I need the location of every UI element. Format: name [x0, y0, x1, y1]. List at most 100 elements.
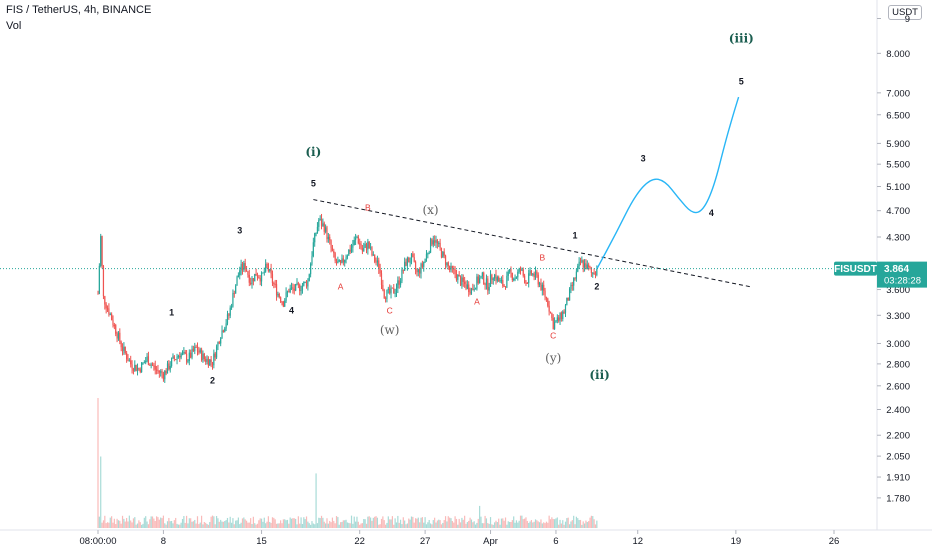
candle-body [509, 269, 511, 272]
volume-bar [126, 517, 128, 528]
volume-bar [470, 519, 473, 528]
volume-bar [564, 521, 567, 528]
candle-body [285, 292, 287, 301]
candle-body [192, 348, 195, 352]
candle-body [173, 356, 175, 360]
volume-bar [301, 523, 304, 528]
volume-bar [424, 517, 426, 528]
volume-bar [380, 518, 383, 528]
candle-body [469, 292, 471, 294]
time-tick-label: 27 [420, 536, 431, 547]
volume-bar [590, 515, 592, 528]
volume-bar [314, 524, 316, 528]
badge-countdown: 03:28:28 [884, 276, 921, 287]
volume-bar [399, 519, 402, 528]
volume-bar [563, 524, 565, 528]
candle-body [410, 253, 413, 262]
candle-body [355, 237, 357, 241]
candle-body [199, 349, 201, 353]
candle-body [447, 262, 449, 267]
volume-bar [284, 519, 286, 528]
volume-bar [320, 515, 323, 528]
candle-body [517, 271, 519, 278]
volume-bar [548, 515, 550, 528]
volume-bar [410, 516, 413, 528]
volume-bar [466, 522, 468, 528]
volume-bar [215, 515, 218, 528]
volume-bar [117, 520, 120, 528]
price-axis[interactable]: 9 8.000 7.000 6.500 5.900 5.500 5.100 4.700 4.30… [876, 0, 910, 530]
candle-body [207, 358, 209, 366]
volume-bar [236, 520, 238, 528]
candle-body [369, 247, 372, 249]
candle-body [417, 269, 419, 273]
candle-body [330, 240, 332, 248]
candle-body [519, 268, 522, 271]
volume-bar [132, 518, 135, 528]
candle-body [510, 269, 512, 273]
candle-body [498, 277, 500, 282]
candle-body [562, 311, 564, 320]
candle-body [318, 220, 320, 227]
volume-bar [198, 524, 200, 528]
volume-bar [327, 523, 329, 528]
candle-body [165, 370, 167, 374]
candle-body [374, 254, 376, 262]
volume-bar [494, 522, 496, 528]
volume-bar [180, 522, 182, 528]
volume-bar [113, 518, 115, 528]
candle-body [183, 352, 185, 354]
candle-body [172, 356, 174, 359]
volume-bar [537, 521, 539, 528]
candle-body [127, 359, 129, 362]
volume-bar [185, 515, 188, 528]
volume-bar [395, 522, 398, 528]
volume-bar [594, 524, 597, 528]
candle-body [363, 247, 365, 252]
volume-bar [104, 515, 106, 528]
volume-bar [585, 520, 587, 528]
volume-bar [476, 522, 478, 528]
volume-bar [232, 518, 234, 528]
candle-body [158, 370, 160, 373]
candle-body [236, 277, 238, 286]
candle-body [488, 286, 490, 291]
volume-bar [105, 523, 107, 528]
candle-body [150, 364, 152, 366]
candle-body [568, 288, 571, 301]
candle-body [338, 260, 340, 262]
unit-selector[interactable]: USDT [888, 5, 922, 20]
candle-body [593, 272, 595, 275]
candle-body [525, 282, 527, 284]
candle-body [596, 268, 598, 275]
volume-bar [532, 522, 534, 528]
candle-body [577, 265, 579, 272]
candle-body [198, 351, 200, 353]
volume-bar [213, 516, 215, 528]
candle-body [224, 328, 226, 332]
candle-body [389, 288, 391, 294]
candle-body [464, 281, 466, 284]
volume-bar [266, 521, 268, 528]
volume-bar [269, 521, 271, 528]
candle-body [364, 244, 366, 248]
candle-body [215, 346, 218, 358]
candle-body [379, 268, 381, 274]
volume-bar [296, 524, 298, 528]
volume-bar [592, 516, 594, 528]
volume-bar [184, 522, 186, 528]
volume-bar [360, 523, 362, 528]
candle-body [300, 290, 302, 292]
time-tick-label: Apr [483, 536, 498, 547]
volume-bar [304, 519, 306, 528]
volume-bar [222, 521, 224, 528]
candle-body [259, 278, 261, 282]
time-axis[interactable]: 08:00:00 8 15 22 27 Apr 6 12 19 26 [0, 529, 932, 547]
volume-bar [582, 521, 584, 528]
volume-bar [368, 516, 370, 528]
candle-body [472, 288, 474, 290]
candle-body [176, 356, 178, 360]
wave-label: (ii) [589, 368, 609, 382]
volume-bar [469, 517, 471, 528]
